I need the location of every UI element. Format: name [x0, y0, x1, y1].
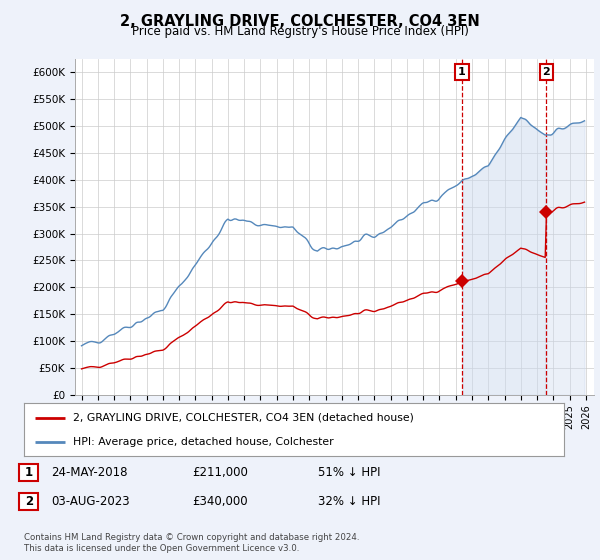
Text: 2: 2 — [25, 495, 33, 508]
Text: 1: 1 — [458, 67, 466, 77]
Text: 2, GRAYLING DRIVE, COLCHESTER, CO4 3EN: 2, GRAYLING DRIVE, COLCHESTER, CO4 3EN — [120, 14, 480, 29]
Text: 2, GRAYLING DRIVE, COLCHESTER, CO4 3EN (detached house): 2, GRAYLING DRIVE, COLCHESTER, CO4 3EN (… — [73, 413, 413, 423]
Text: 24-MAY-2018: 24-MAY-2018 — [51, 466, 128, 479]
Text: 32% ↓ HPI: 32% ↓ HPI — [318, 495, 380, 508]
Text: £211,000: £211,000 — [192, 466, 248, 479]
Text: 03-AUG-2023: 03-AUG-2023 — [51, 495, 130, 508]
Text: 51% ↓ HPI: 51% ↓ HPI — [318, 466, 380, 479]
Text: 2: 2 — [542, 67, 550, 77]
Text: Contains HM Land Registry data © Crown copyright and database right 2024.
This d: Contains HM Land Registry data © Crown c… — [24, 533, 359, 553]
Text: HPI: Average price, detached house, Colchester: HPI: Average price, detached house, Colc… — [73, 437, 333, 447]
Text: £340,000: £340,000 — [192, 495, 248, 508]
Text: Price paid vs. HM Land Registry's House Price Index (HPI): Price paid vs. HM Land Registry's House … — [131, 25, 469, 38]
Text: 1: 1 — [25, 466, 33, 479]
